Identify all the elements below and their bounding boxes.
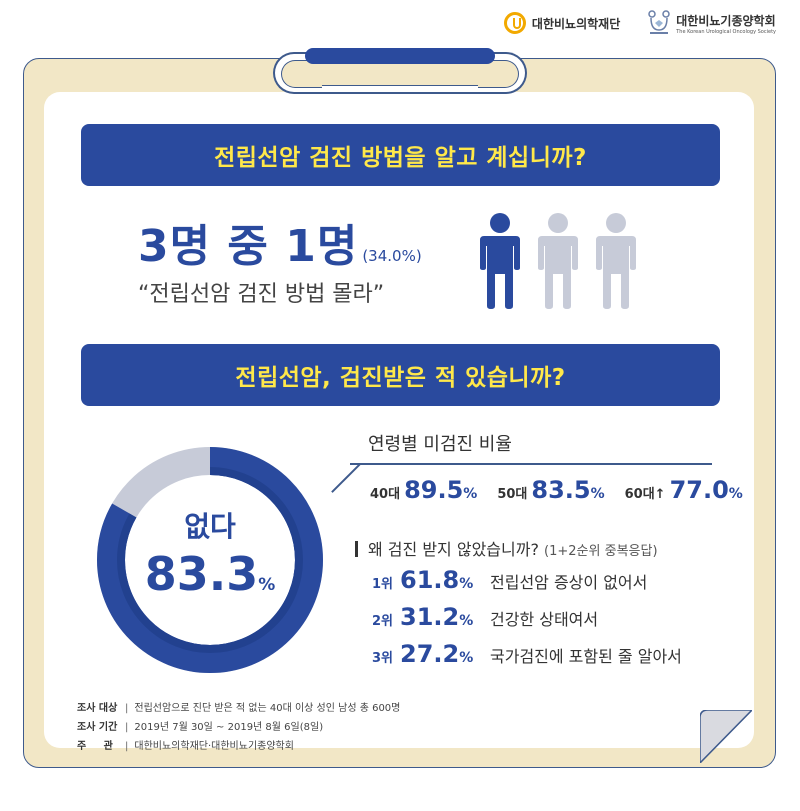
age-value: 89.5% xyxy=(404,476,477,504)
reason-value-unit: % xyxy=(459,613,474,629)
why-title-text: 왜 검진 받지 않았습니까? xyxy=(368,540,539,559)
reason-item: 1위 61.8% 전립선암 증상이 없어서 xyxy=(372,566,682,603)
person-icon xyxy=(596,213,636,309)
age-value: 83.5% xyxy=(531,476,604,504)
donut-value: 83.3% xyxy=(96,547,324,601)
headline-stat: 3명 중 1명 (34.0%) xyxy=(138,210,422,274)
headline-text: 3명 중 1명 xyxy=(138,221,359,272)
age-stats: 40대 89.5% 50대 83.5% 60대↑ 77.0% xyxy=(370,476,743,504)
footnote-separator: | xyxy=(125,722,129,733)
reason-value-number: 27.2 xyxy=(400,640,460,668)
age-value-unit: % xyxy=(590,486,605,502)
donut-label-text: 없다 xyxy=(184,510,236,543)
age-value-unit: % xyxy=(728,486,743,502)
footnote-separator: | xyxy=(125,741,129,752)
age-label: 60대↑ xyxy=(624,487,666,502)
donut-center-label: 없다 83.3% xyxy=(96,505,324,601)
footnote-row: 주 관 | 대한비뇨의학재단·대한비뇨기종양학회 xyxy=(77,737,400,756)
header-logos: 대한비뇨의학재단 대한비뇨기종양학회 The Korean Urological… xyxy=(503,10,776,36)
society-name: 대한비뇨기종양학회 xyxy=(676,13,776,28)
reason-value: 61.8% xyxy=(400,566,490,594)
reason-value: 31.2% xyxy=(400,603,490,631)
headline-percent: (34.0%) xyxy=(362,247,422,265)
footnote-value: 2019년 7월 30일 ~ 2019년 8월 6일(8일) xyxy=(134,722,324,733)
age-value: 77.0% xyxy=(670,476,743,504)
age-divider xyxy=(350,463,712,465)
reason-text: 국가검진에 포함된 줄 알아서 xyxy=(490,647,682,666)
page-curl-icon xyxy=(700,710,752,763)
question-banner-2: 전립선암, 검진받은 적 있습니까? xyxy=(81,344,720,406)
why-note: (1+2순위 중복응답) xyxy=(544,544,658,559)
society-logo-icon xyxy=(648,10,670,34)
footnote-value: 대한비뇨의학재단·대한비뇨기종양학회 xyxy=(134,741,294,752)
donut-value-number: 83.3 xyxy=(144,547,259,601)
age-value-unit: % xyxy=(463,486,478,502)
footnote-key: 조사 기간 xyxy=(77,722,118,733)
reason-rank: 2위 xyxy=(372,614,394,629)
footnote-separator: | xyxy=(125,703,129,714)
question-banner-1: 전립선암 검진 방법을 알고 계십니까? xyxy=(81,124,720,186)
age-value-number: 89.5 xyxy=(404,476,464,504)
title-bar-icon xyxy=(355,541,358,557)
foundation-logo: 대한비뇨의학재단 xyxy=(503,12,621,34)
society-logo: 대한비뇨기종양학회 The Korean Urological Oncology… xyxy=(648,10,776,36)
reason-rank: 3위 xyxy=(372,651,394,666)
why-section-title: 왜 검진 받지 않았습니까? (1+2순위 중복응답) xyxy=(355,536,658,560)
reason-value: 27.2% xyxy=(400,640,490,668)
footnote-value: 전립선암으로 진단 받은 적 없는 40대 이상 성인 남성 총 600명 xyxy=(134,703,401,714)
person-icon xyxy=(538,213,578,309)
reasons-list: 1위 61.8% 전립선암 증상이 없어서 2위 31.2% 건강한 상태여서 … xyxy=(372,566,682,677)
age-stat-60: 60대↑ 77.0% xyxy=(625,476,743,504)
footnote-row: 조사 기간 | 2019년 7월 30일 ~ 2019년 8월 6일(8일) xyxy=(77,718,400,737)
footnote-key: 조사 대상 xyxy=(77,703,118,714)
people-icons xyxy=(478,212,638,310)
age-stat-50: 50대 83.5% xyxy=(497,476,604,504)
reason-value-number: 31.2 xyxy=(400,603,460,631)
age-label: 50대 xyxy=(497,487,528,502)
age-section-title: 연령별 미검진 비율 xyxy=(368,434,512,455)
footnote-row: 조사 대상 | 전립선암으로 진단 받은 적 없는 40대 이상 성인 남성 총 6… xyxy=(77,699,400,718)
person-icon-highlighted xyxy=(480,213,520,309)
foundation-name: 대한비뇨의학재단 xyxy=(531,16,621,31)
donut-chart xyxy=(97,447,323,673)
society-subtitle: The Korean Urological Oncology Society xyxy=(676,28,776,35)
reason-text: 건강한 상태여서 xyxy=(490,610,599,629)
reason-rank: 1위 xyxy=(372,577,394,592)
stat-quote: “전립선암 검진 방법 몰라” xyxy=(138,282,385,307)
survey-footnote: 조사 대상 | 전립선암으로 진단 받은 적 없는 40대 이상 성인 남성 총 6… xyxy=(77,699,400,756)
reason-text: 전립선암 증상이 없어서 xyxy=(490,573,648,592)
reason-item: 2위 31.2% 건강한 상태여서 xyxy=(372,603,682,640)
donut-value-unit: % xyxy=(258,575,276,595)
clip-bar xyxy=(305,48,495,64)
age-value-number: 77.0 xyxy=(669,476,729,504)
reason-value-unit: % xyxy=(459,650,474,666)
foundation-logo-icon xyxy=(503,12,526,34)
reason-item: 3위 27.2% 국가검진에 포함된 줄 알아서 xyxy=(372,640,682,677)
reason-value-unit: % xyxy=(459,576,474,592)
reason-value-number: 61.8 xyxy=(400,566,460,594)
age-stat-40: 40대 89.5% xyxy=(370,476,477,504)
age-label: 40대 xyxy=(370,487,401,502)
footnote-key: 주 관 xyxy=(77,741,113,752)
age-value-number: 83.5 xyxy=(531,476,591,504)
clip-loop-left xyxy=(273,52,322,94)
